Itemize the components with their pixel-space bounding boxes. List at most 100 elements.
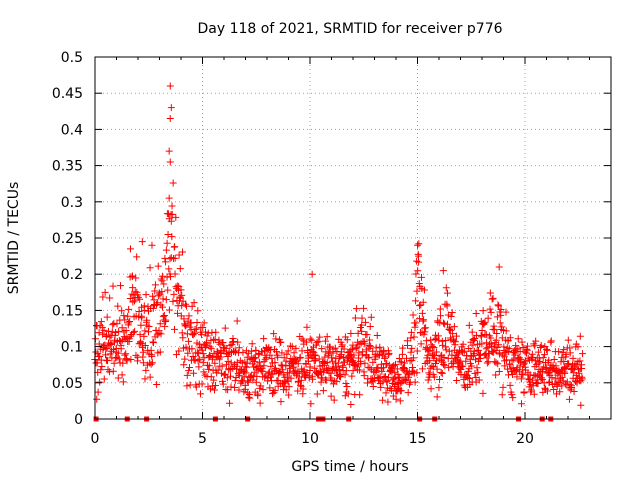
data-point	[149, 338, 157, 346]
data-point	[306, 335, 314, 343]
data-point	[529, 382, 537, 390]
data-point	[161, 258, 169, 266]
data-point	[161, 322, 169, 330]
data-point	[450, 323, 458, 331]
data-point	[292, 344, 300, 352]
data-point	[482, 331, 490, 339]
data-point	[150, 339, 158, 347]
data-point	[437, 369, 445, 377]
data-point	[534, 348, 542, 356]
data-point	[395, 355, 403, 363]
data-point	[447, 313, 455, 321]
data-point	[415, 258, 423, 266]
data-point	[550, 355, 558, 363]
data-point	[279, 366, 287, 374]
data-point	[303, 323, 311, 331]
data-point	[185, 363, 193, 371]
y-tick-label: 0.05	[52, 376, 83, 392]
data-point	[558, 382, 566, 390]
data-point	[115, 355, 123, 363]
data-point	[172, 351, 180, 359]
data-point	[199, 359, 207, 367]
data-point	[403, 354, 411, 362]
data-point	[98, 363, 106, 371]
data-point	[444, 354, 452, 362]
data-point	[100, 326, 108, 334]
data-point	[323, 359, 331, 367]
data-point	[555, 348, 563, 356]
data-point	[136, 295, 144, 303]
data-point	[539, 354, 547, 362]
data-point	[255, 358, 263, 366]
data-point	[548, 374, 556, 382]
data-point	[190, 299, 198, 307]
data-point	[530, 390, 538, 398]
data-point	[121, 316, 129, 324]
data-point	[195, 363, 203, 371]
x-tick-label: 10	[301, 431, 319, 447]
data-point	[316, 367, 324, 375]
data-point	[169, 297, 177, 305]
data-point	[156, 348, 164, 356]
data-point	[377, 383, 385, 391]
data-point	[360, 304, 368, 312]
data-point	[227, 383, 235, 391]
data-point	[234, 338, 242, 346]
data-point	[200, 319, 208, 327]
data-point	[244, 389, 252, 397]
data-point	[407, 334, 415, 342]
data-point-notable	[415, 252, 423, 260]
data-point	[505, 348, 513, 356]
data-point	[475, 376, 483, 384]
data-point	[402, 375, 410, 383]
data-point	[154, 262, 162, 270]
y-tick-label: 0.25	[52, 231, 83, 247]
data-point	[129, 284, 137, 292]
data-point	[180, 361, 188, 369]
data-point	[168, 233, 176, 241]
data-point	[189, 331, 197, 339]
data-point	[348, 372, 356, 380]
data-point	[517, 375, 525, 383]
data-point	[439, 341, 447, 349]
data-point	[141, 342, 149, 350]
data-point	[135, 308, 143, 316]
data-point	[194, 307, 202, 315]
data-point	[328, 354, 336, 362]
data-point	[547, 338, 555, 346]
data-point	[407, 348, 415, 356]
data-point	[176, 265, 184, 273]
data-point	[445, 347, 453, 355]
data-point	[418, 309, 426, 317]
data-point-notable	[138, 238, 146, 246]
data-point	[481, 318, 489, 326]
data-point	[158, 272, 166, 280]
data-point	[274, 376, 282, 384]
data-point	[125, 305, 133, 313]
data-point	[417, 340, 425, 348]
data-point	[327, 369, 335, 377]
data-point	[422, 344, 430, 352]
data-point	[451, 338, 459, 346]
data-point	[202, 341, 210, 349]
data-point	[486, 289, 494, 297]
data-point	[100, 375, 108, 383]
data-point	[340, 354, 348, 362]
data-point	[235, 344, 243, 352]
data-point	[459, 348, 467, 356]
data-point	[134, 293, 142, 301]
data-point	[271, 386, 279, 394]
data-point	[330, 396, 338, 404]
data-point	[224, 357, 232, 365]
data-point	[167, 217, 175, 225]
data-point	[112, 329, 120, 337]
data-point	[471, 335, 479, 343]
data-point	[93, 395, 101, 403]
data-point	[158, 288, 166, 296]
data-point	[162, 316, 170, 324]
data-point	[118, 307, 126, 315]
data-point	[309, 375, 317, 383]
data-point	[435, 384, 443, 392]
data-point	[341, 371, 349, 379]
data-point	[131, 297, 139, 305]
